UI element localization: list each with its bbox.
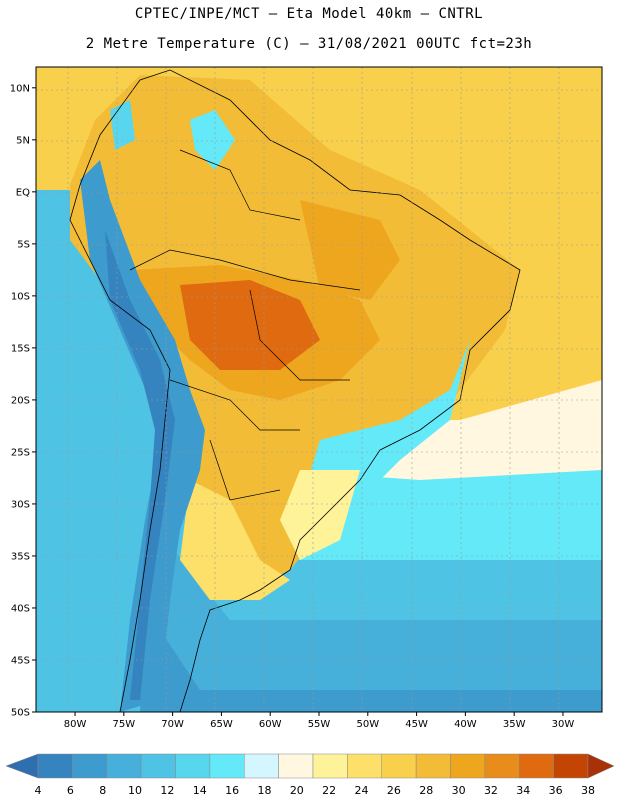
colorbar-swatch [106, 753, 142, 779]
lon-tick-label: 55W [308, 719, 331, 730]
lat-tick-label: 10N [10, 83, 30, 94]
lon-tick-label: 35W [503, 719, 526, 730]
longitude-axis: 80W 75W 70W 65W 60W 55W 50W 45W 40W 35W 30W [64, 712, 575, 730]
lat-tick-label: 5S [17, 239, 30, 250]
colorbar-swatch [37, 753, 73, 779]
lat-tick-label: EQ [16, 187, 30, 198]
colorbar-level-label: 14 [193, 784, 207, 797]
region-southern-brazil [280, 470, 360, 560]
lon-tick-label: 45W [405, 719, 428, 730]
coastline [69, 69, 521, 712]
colorbar-swatch [553, 753, 589, 779]
colorbar: 4 6 8 10 12 14 16 18 20 22 24 26 28 30 32 34 36 38 [5, 753, 615, 797]
lat-tick-label: 45S [11, 655, 30, 666]
colorbar-level-label: 24 [355, 784, 369, 797]
colorbar-level-label: 6 [67, 784, 74, 797]
colorbar-swatch [312, 753, 348, 779]
lon-tick-label: 80W [64, 719, 87, 730]
lat-tick-label: 10S [11, 291, 30, 302]
map-title: CPTEC/INPE/MCT – Eta Model 40km – CNTRL [134, 6, 484, 22]
colorbar-level-label: 36 [549, 784, 563, 797]
colorbar-level-label: 4 [35, 784, 42, 797]
lon-tick-label: 30W [552, 719, 575, 730]
colorbar-level-label: 18 [257, 784, 271, 797]
colorbar-level-label: 22 [322, 784, 336, 797]
colorbar-level-label: 34 [516, 784, 530, 797]
colorbar-level-label: 8 [99, 784, 106, 797]
lat-tick-label: 15S [11, 343, 30, 354]
colorbar-lower-triangle [5, 753, 39, 779]
colorbar-swatch [347, 753, 382, 779]
region-far-south-ocean [36, 560, 602, 712]
lat-tick-label: 5N [16, 135, 30, 146]
colorbar-swatch [415, 753, 451, 779]
lon-tick-label: 60W [259, 719, 282, 730]
colorbar-level-label: 28 [419, 784, 433, 797]
lat-tick-label: 30S [11, 499, 30, 510]
colorbar-upper-triangle [587, 753, 615, 779]
colorbar-level-label: 12 [160, 784, 174, 797]
region-guiana-highlands [190, 110, 235, 170]
colorbar-swatch [244, 753, 279, 779]
colorbar-swatch [519, 753, 554, 779]
colorbar-swatch [484, 753, 520, 779]
colorbar-level-label: 32 [484, 784, 498, 797]
lon-tick-label: 75W [113, 719, 136, 730]
region-southern-atlantic [36, 450, 602, 712]
region-andes-coldest [105, 230, 175, 700]
map-area [36, 67, 602, 712]
colorbar-swatch [381, 753, 417, 779]
colorbar-level-label: 20 [290, 784, 304, 797]
lon-tick-label: 40W [454, 719, 477, 730]
colorbar-swatch [72, 753, 107, 779]
region-pampas [180, 480, 290, 600]
country-borders [129, 149, 361, 501]
map-subtitle: 2 Metre Temperature (C) – 31/08/2021 00U… [85, 36, 533, 52]
colorbar-level-label: 16 [225, 784, 239, 797]
colorbar-swatch [278, 753, 314, 779]
lat-tick-label: 35S [11, 551, 30, 562]
lat-tick-label: 20S [11, 395, 30, 406]
colorbar-swatch [175, 753, 211, 779]
lat-tick-label: 50S [11, 708, 30, 719]
colorbar-level-label: 10 [128, 784, 142, 797]
colorbar-swatch [209, 753, 245, 779]
lon-tick-label: 65W [210, 719, 233, 730]
colorbar-level-label: 38 [581, 784, 595, 797]
region-northeast-heat [300, 200, 400, 300]
lon-tick-label: 50W [356, 719, 379, 730]
lat-tick-label: 25S [11, 447, 30, 458]
colorbar-level-label: 26 [387, 784, 401, 797]
latitude-axis: 10N 5N EQ 5S 10S 15S 20S 25S 30S 35S 40S 45S 50S [10, 83, 36, 719]
colorbar-swatch [450, 753, 486, 779]
graticule [36, 67, 602, 712]
colorbar-level-label: 30 [452, 784, 466, 797]
colorbar-swatch [140, 753, 176, 779]
lon-tick-label: 70W [161, 719, 184, 730]
lat-tick-label: 40S [11, 603, 30, 614]
